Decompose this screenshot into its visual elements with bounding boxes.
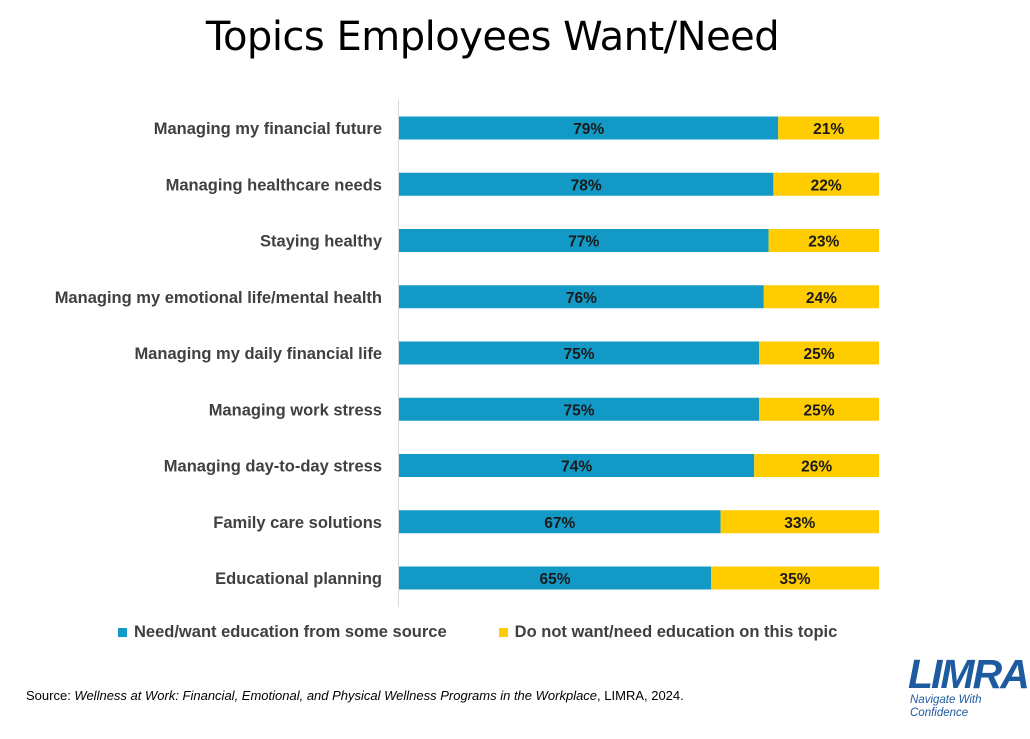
category-label: Managing day-to-day stress bbox=[164, 458, 382, 476]
bar-not-need bbox=[763, 285, 879, 309]
bar-not-need bbox=[768, 229, 879, 252]
bar-not-need bbox=[778, 116, 879, 140]
source-title: Wellness at Work: Financial, Emotional, … bbox=[74, 688, 598, 703]
data-label-not-need: 24% bbox=[806, 290, 837, 307]
data-label-need: 74% bbox=[561, 459, 592, 476]
source-note: Source: Wellness at Work: Financial, Emo… bbox=[26, 688, 684, 703]
category-label: Managing healthcare needs bbox=[166, 176, 382, 194]
bar-need bbox=[399, 397, 759, 421]
logo-tagline-1: Navigate With bbox=[910, 694, 982, 706]
bar-not-need bbox=[720, 510, 879, 534]
bar-need bbox=[399, 116, 779, 140]
bar-need bbox=[399, 172, 774, 196]
data-label-need: 78% bbox=[571, 177, 602, 194]
bar-need bbox=[399, 229, 769, 252]
logo-wordmark: LIMRA bbox=[908, 651, 1030, 697]
bar-need bbox=[399, 566, 711, 590]
bar-need bbox=[399, 341, 759, 365]
data-label-need: 79% bbox=[573, 121, 604, 138]
category-label: Managing my daily financial life bbox=[134, 345, 382, 363]
data-label-need: 75% bbox=[563, 402, 594, 419]
chart-title: Topics Employees Want/Need bbox=[205, 14, 780, 60]
legend: Need/want education from some source Do … bbox=[118, 623, 837, 642]
category-label: Family care solutions bbox=[213, 514, 382, 532]
bar-need bbox=[399, 510, 721, 534]
bar-not-need bbox=[759, 341, 879, 365]
data-label-need: 67% bbox=[544, 515, 575, 532]
data-label-need: 75% bbox=[563, 346, 594, 363]
category-label: Staying healthy bbox=[260, 233, 383, 251]
data-label-not-need: 23% bbox=[808, 234, 839, 251]
legend-item-not-need: Do not want/need education on this topic bbox=[498, 623, 838, 642]
source-suffix: , LIMRA, 2024. bbox=[597, 688, 684, 703]
data-label-need: 77% bbox=[568, 234, 599, 251]
legend-item-need: Need/want education from some source bbox=[118, 623, 447, 642]
data-label-not-need: 22% bbox=[811, 177, 842, 194]
source-prefix: Source: bbox=[26, 688, 75, 703]
data-label-need: 76% bbox=[566, 290, 597, 307]
category-label: Managing work stress bbox=[209, 401, 382, 419]
category-label: Educational planning bbox=[215, 570, 382, 588]
bar-not-need bbox=[754, 454, 879, 477]
data-label-not-need: 33% bbox=[784, 515, 815, 532]
bar-need bbox=[399, 454, 755, 477]
bar-chart: Managing my financial future 79% 21% Managi… bbox=[55, 100, 879, 607]
bar-need bbox=[399, 285, 764, 309]
data-label-not-need: 26% bbox=[801, 459, 832, 476]
data-label-not-need: 25% bbox=[803, 346, 834, 363]
bar-not-need bbox=[773, 172, 879, 196]
legend-swatch-need bbox=[118, 628, 127, 637]
data-label-need: 65% bbox=[539, 571, 570, 588]
bar-not-need bbox=[711, 566, 879, 590]
data-label-not-need: 35% bbox=[779, 571, 810, 588]
limra-logo: LIMRA Navigate With Confidence bbox=[908, 651, 1030, 726]
logo-tagline-2: Confidence bbox=[910, 707, 969, 719]
bar-not-need bbox=[759, 397, 879, 421]
category-label: Managing my emotional life/mental health bbox=[55, 289, 382, 307]
legend-label-need: Need/want education from some source bbox=[134, 623, 447, 641]
data-label-not-need: 21% bbox=[813, 121, 844, 138]
category-label: Managing my financial future bbox=[154, 120, 382, 138]
data-label-not-need: 25% bbox=[803, 402, 834, 419]
legend-swatch-not-need bbox=[498, 628, 508, 637]
legend-label-not-need: Do not want/need education on this topic bbox=[514, 623, 838, 641]
